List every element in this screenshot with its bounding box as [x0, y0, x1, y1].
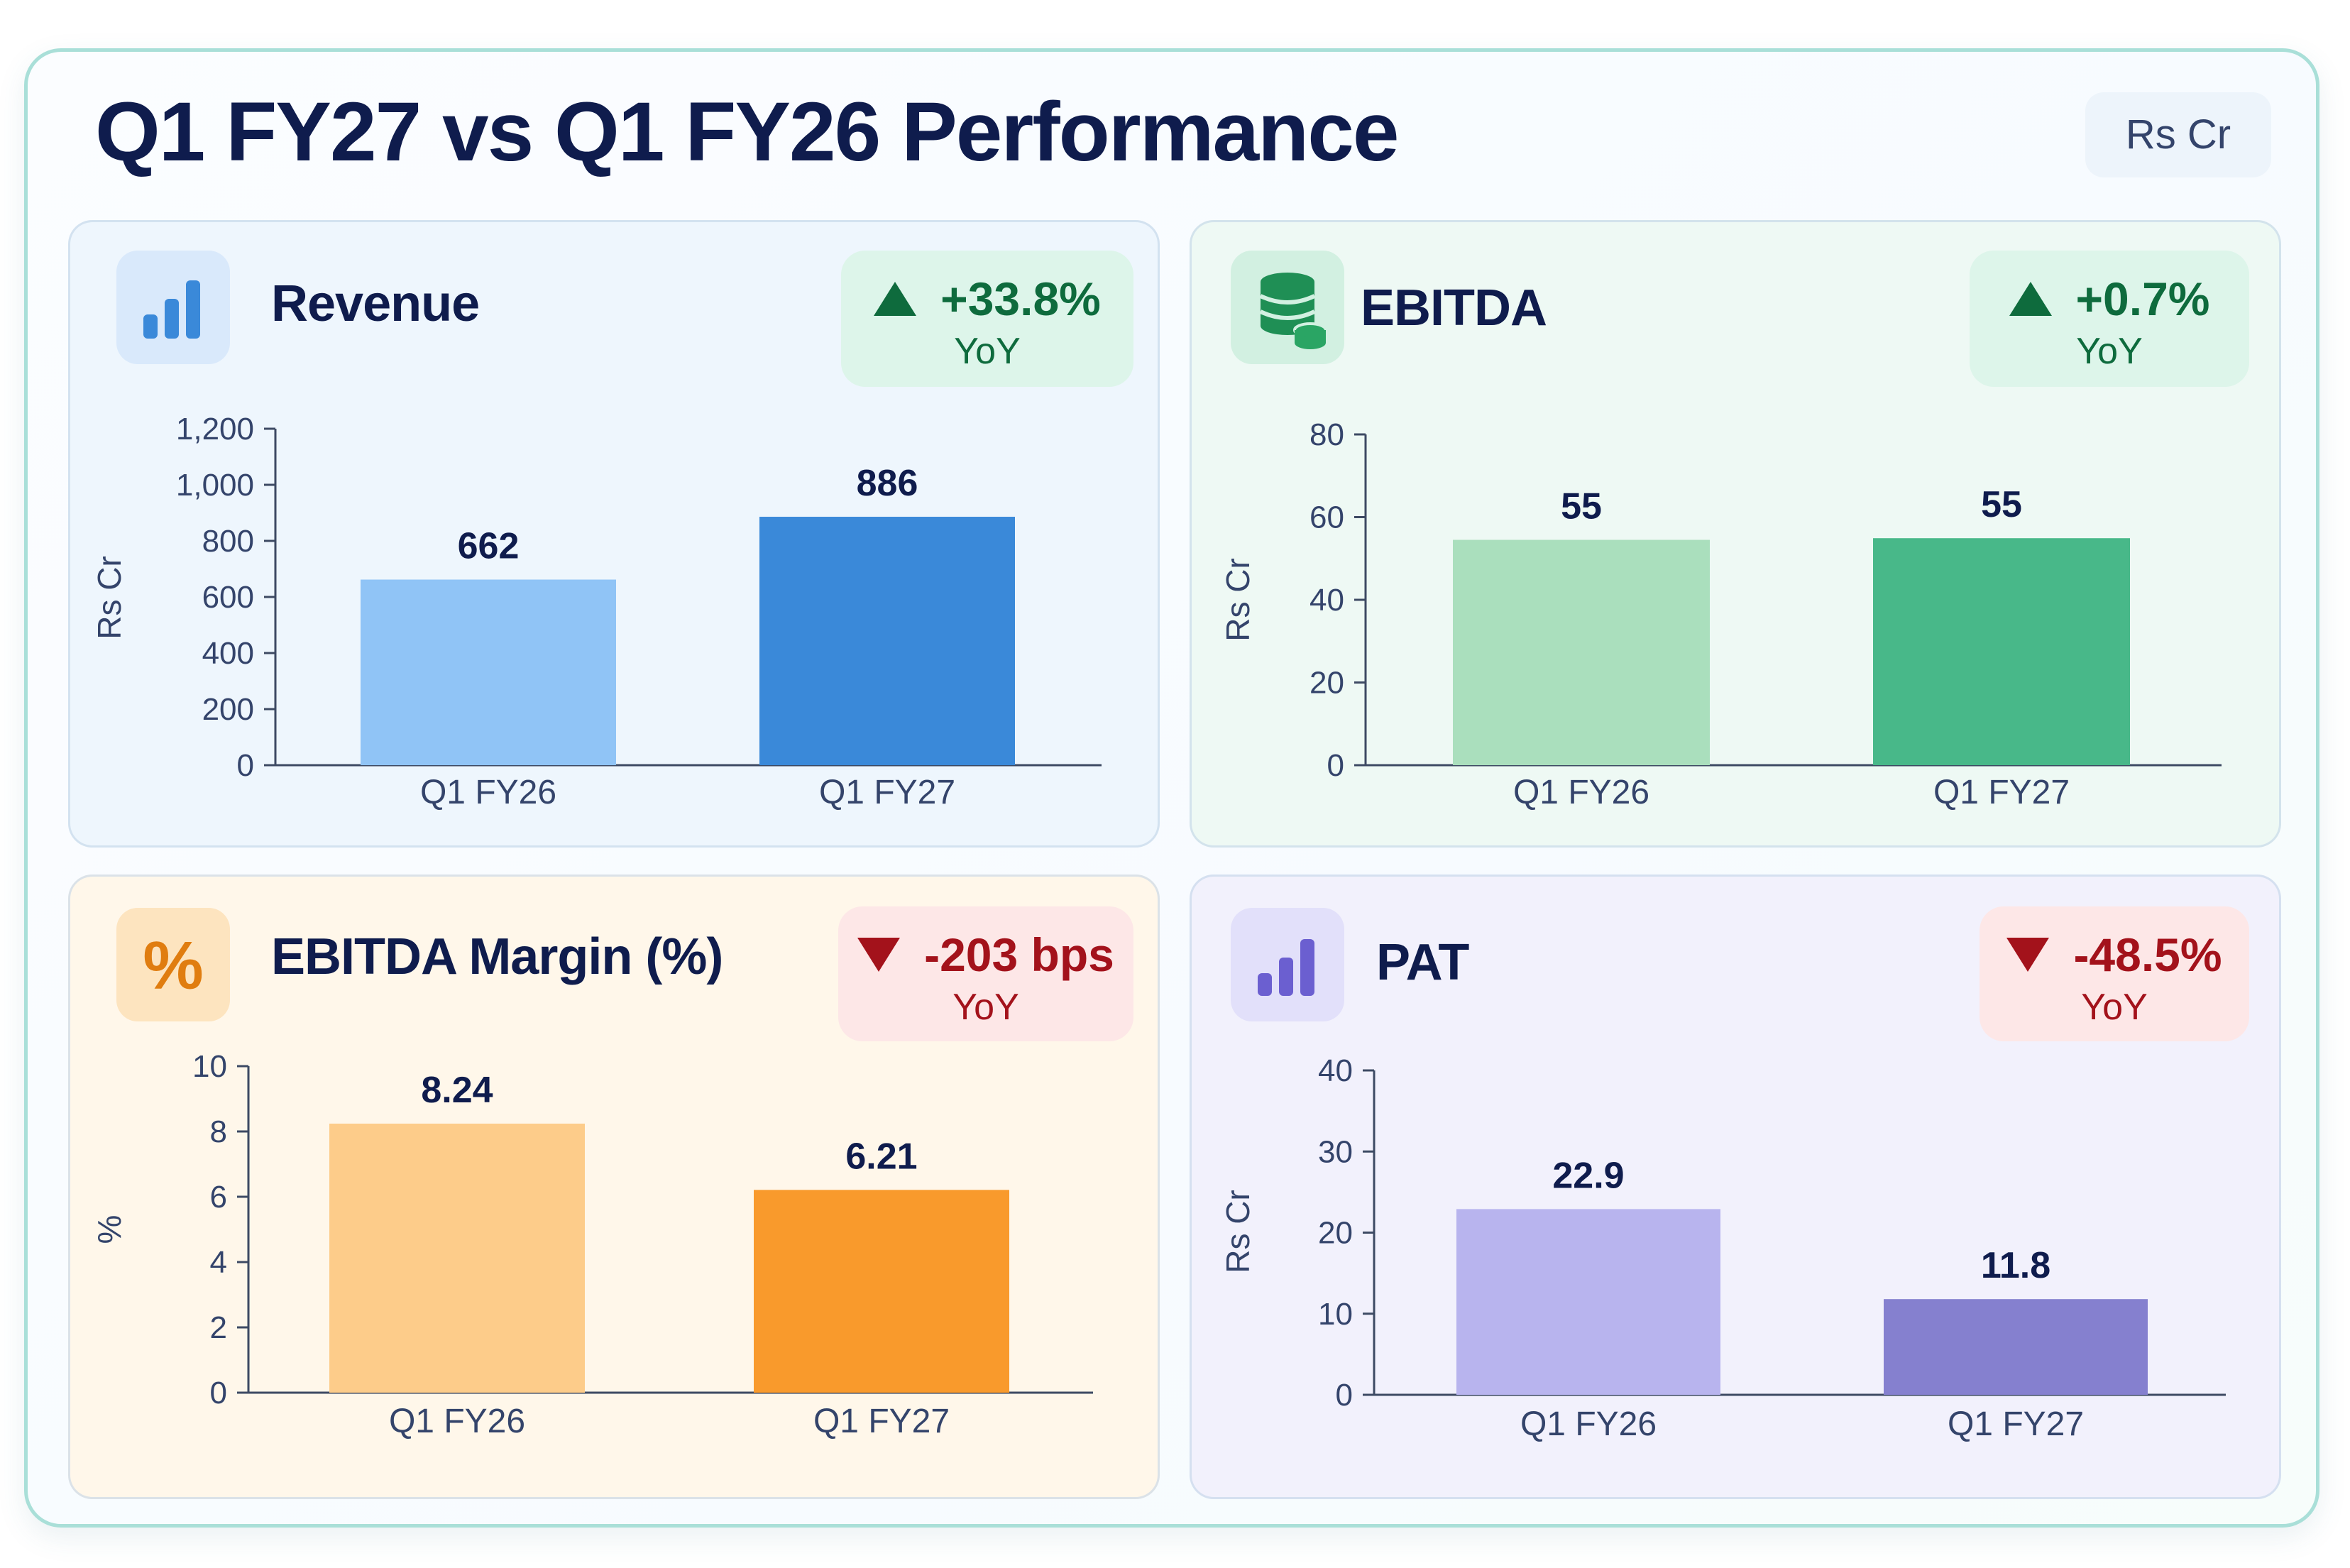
- ebitda-category-label: Q1 FY27: [1933, 774, 2070, 811]
- pat-category-label: Q1 FY26: [1520, 1405, 1657, 1443]
- arrow-down-icon: [2006, 937, 2050, 972]
- percent-icon: %: [116, 908, 230, 1021]
- revenue-y-tick-label: 1,000: [176, 468, 254, 503]
- pat-change: -48.5%: [2073, 928, 2222, 981]
- page-title: Q1 FY27 vs Q1 FY26 Performance: [95, 85, 1399, 179]
- pat-y-tick-label: 20: [1318, 1216, 1353, 1251]
- pat-value-label: 11.8: [1981, 1245, 2050, 1286]
- revenue-title: Revenue: [271, 275, 480, 332]
- ebitda-margin-yoy-badge: -203 bps YoY: [838, 906, 1133, 1041]
- ebitda-margin-change: -203 bps: [924, 928, 1114, 981]
- ebitda-margin-bar: [754, 1190, 1009, 1393]
- ebitda-margin-change-sub: YoY: [952, 987, 1019, 1028]
- revenue-change: +33.8%: [940, 273, 1101, 325]
- pat-change-sub: YoY: [2081, 987, 2148, 1028]
- ebitda-margin-panel: % EBITDA Margin (%) -203 bps YoY: [68, 875, 1160, 1499]
- ebitda-margin-y-tick-label: 2: [210, 1310, 227, 1345]
- ebitda-change: +0.7%: [2075, 273, 2210, 325]
- ebitda-title: EBITDA: [1361, 280, 1547, 336]
- ebitda-y-axis-title: Rs Cr: [1219, 558, 1256, 642]
- revenue-y-axis-title: Rs Cr: [91, 556, 128, 640]
- revenue-bar: [759, 517, 1015, 765]
- svg-text:%: %: [143, 928, 203, 1004]
- ebitda-y-tick-label: 0: [1327, 748, 1344, 783]
- pat-value-label: 22.9: [1552, 1155, 1624, 1196]
- pat-category-label: Q1 FY27: [1948, 1405, 2084, 1443]
- pat-y-tick-label: 30: [1318, 1134, 1353, 1169]
- ebitda-y-tick-label: 80: [1309, 417, 1344, 452]
- ebitda-yoy-badge: +0.7% YoY: [1970, 251, 2249, 387]
- revenue-y-tick-label: 0: [237, 748, 254, 783]
- revenue-value-label: 886: [857, 463, 918, 504]
- ebitda-margin-y-tick-label: 10: [192, 1049, 227, 1084]
- bar-chart-icon: [1231, 908, 1344, 1021]
- ebitda-y-tick-label: 60: [1309, 500, 1344, 535]
- arrow-up-icon: [874, 281, 917, 316]
- ebitda-margin-y-axis-title: %: [91, 1215, 128, 1244]
- pat-y-axis-title: Rs Cr: [1219, 1190, 1256, 1273]
- ebitda-margin-y-tick-label: 8: [210, 1114, 227, 1149]
- ebitda-margin-bar: [329, 1123, 585, 1393]
- ebitda-value-label: 55: [1981, 484, 2022, 525]
- pat-y-tick-label: 0: [1336, 1378, 1353, 1413]
- ebitda-margin-y-tick-label: 4: [210, 1245, 227, 1280]
- arrow-up-icon: [2009, 281, 2052, 316]
- ebitda-bar: [1873, 538, 2130, 765]
- revenue-y-tick-label: 200: [202, 692, 254, 727]
- pat-y-tick-label: 40: [1318, 1053, 1353, 1088]
- ebitda-y-tick-label: 40: [1309, 583, 1344, 618]
- revenue-yoy-badge: +33.8% YoY: [841, 251, 1133, 387]
- revenue-category-label: Q1 FY27: [819, 774, 955, 811]
- ebitda-margin-title: EBITDA Margin (%): [271, 928, 723, 985]
- ebitda-y-tick-label: 20: [1309, 666, 1344, 701]
- pat-bar: [1456, 1209, 1720, 1395]
- revenue-y-tick-label: 400: [202, 636, 254, 671]
- ebitda-category-label: Q1 FY26: [1513, 774, 1649, 811]
- ebitda-margin-y-tick-label: 0: [210, 1376, 227, 1410]
- revenue-bar: [361, 579, 616, 765]
- pat-title: PAT: [1376, 934, 1469, 991]
- bar-chart-icon: [116, 251, 230, 364]
- revenue-category-label: Q1 FY26: [420, 774, 556, 811]
- ebitda-margin-value-label: 6.21: [845, 1136, 917, 1177]
- revenue-y-tick-label: 800: [202, 524, 254, 559]
- coin-stack-icon: [1231, 251, 1344, 364]
- pat-y-tick-label: 10: [1318, 1297, 1353, 1332]
- revenue-value-label: 662: [458, 526, 520, 567]
- pat-bar: [1884, 1299, 2148, 1395]
- ebitda-value-label: 55: [1561, 486, 1602, 527]
- unit-badge: Rs Cr: [2085, 92, 2271, 177]
- revenue-y-tick-label: 600: [202, 580, 254, 615]
- arrow-down-icon: [857, 937, 901, 972]
- ebitda-margin-category-label: Q1 FY26: [389, 1403, 525, 1440]
- ebitda-margin-y-tick-label: 6: [210, 1180, 227, 1215]
- ebitda-margin-value-label: 8.24: [421, 1070, 493, 1111]
- pat-yoy-badge: -48.5% YoY: [1980, 906, 2249, 1041]
- ebitda-bar: [1453, 539, 1710, 765]
- ebitda-margin-category-label: Q1 FY27: [813, 1403, 950, 1440]
- revenue-y-tick-label: 1,200: [176, 412, 254, 446]
- revenue-change-sub: YoY: [954, 331, 1021, 372]
- ebitda-change-sub: YoY: [2076, 331, 2143, 372]
